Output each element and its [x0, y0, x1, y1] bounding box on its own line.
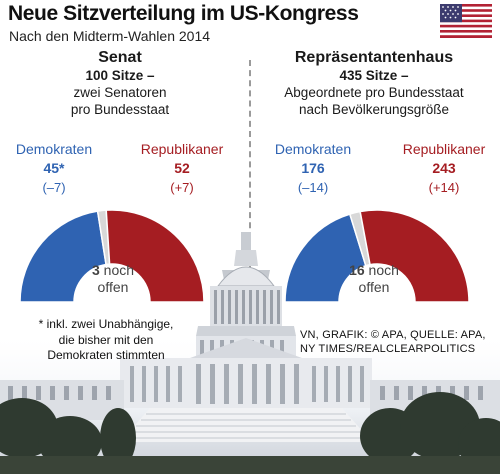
us-flag-icon	[440, 4, 492, 38]
house-dem-name: Demokraten	[274, 141, 352, 157]
senate-dem-name: Demokraten	[15, 141, 93, 157]
senate-description: 100 Sitze – zwei Senatoren pro Bundessta…	[0, 67, 240, 118]
senate-title: Senat	[98, 49, 142, 66]
senate-rep-change: (+7)	[170, 180, 194, 195]
senate-democrats-arc	[19, 210, 107, 303]
house-republicans-arc	[359, 209, 470, 303]
house-open-label: 16 noch offen	[334, 262, 414, 296]
senate-rep-value: 52	[174, 160, 190, 176]
senate-republicans-arc	[105, 209, 205, 303]
senate-republicans-legend: Republikaner 52 (+7)	[132, 140, 232, 197]
senate-desc-line2: pro Bundesstaat	[70, 102, 170, 117]
footnote-line1: * inkl. zwei Unabhängige,	[38, 317, 174, 331]
senate-democrats-legend: Demokraten 45* (–7)	[6, 140, 102, 197]
page-subtitle: Nach den Midterm-Wahlen 2014	[9, 28, 211, 44]
house-republicans-legend: Republikaner 243 (+14)	[394, 140, 494, 197]
senate-open-line2: offen	[97, 279, 129, 295]
senate-total: 100 Sitze –	[85, 68, 155, 83]
senate-chart	[19, 209, 205, 303]
senate-open-label: 3 noch offen	[73, 262, 153, 296]
house-democrats-legend: Demokraten 176 (–14)	[272, 140, 354, 197]
panel-divider	[249, 60, 251, 360]
house-rep-name: Republikaner	[402, 141, 486, 157]
footnote-line2: die bisher mit den	[58, 332, 154, 347]
house-rep-change: (+14)	[428, 180, 460, 195]
senate-dem-value: 45*	[43, 160, 65, 176]
house-desc-line1: Abgeordnete pro Bundesstaat	[284, 85, 464, 100]
house-chart	[284, 209, 470, 303]
senate-dem-change: (–7)	[42, 180, 66, 195]
source-credit: VN, GRAFIK: © APA, QUELLE: APA, NY TIMES…	[300, 328, 490, 356]
page-title: Neue Sitzverteilung im US-Kongress	[8, 2, 359, 25]
house-header: Repräsentantenhaus 435 Sitze – Abgeordne…	[254, 49, 494, 118]
senate-open-line1: noch	[103, 262, 135, 278]
house-total: 435 Sitze –	[339, 68, 409, 83]
footnote: * inkl. zwei Unabhängige, die bisher mit…	[26, 317, 186, 364]
house-description: 435 Sitze – Abgeordnete pro Bundesstaat …	[254, 67, 494, 118]
footnote-line3: Demokraten stimmten	[47, 348, 165, 362]
house-open-value: 16	[349, 262, 365, 278]
house-dem-value: 176	[301, 160, 325, 176]
capitol-building-image	[0, 232, 500, 474]
source-line2: NY TIMES/REALCLEARPOLITICS	[300, 343, 476, 355]
house-open-line2: offen	[358, 279, 390, 295]
senate-open-value: 3	[91, 262, 100, 278]
house-dem-change: (–14)	[297, 180, 329, 195]
senate-header: Senat 100 Sitze – zwei Senatoren pro Bun…	[0, 49, 240, 118]
house-title: Repräsentantenhaus	[294, 49, 454, 66]
senate-desc-line1: zwei Senatoren	[73, 85, 167, 100]
house-democrats-arc	[284, 213, 367, 303]
house-open-line1: noch	[368, 262, 399, 278]
house-desc-line2: nach Bevölkerungsgröße	[298, 102, 450, 117]
source-line1: VN, GRAFIK: © APA, QUELLE: APA,	[300, 329, 486, 341]
senate-rep-name: Republikaner	[140, 141, 224, 157]
house-rep-value: 243	[432, 160, 456, 176]
